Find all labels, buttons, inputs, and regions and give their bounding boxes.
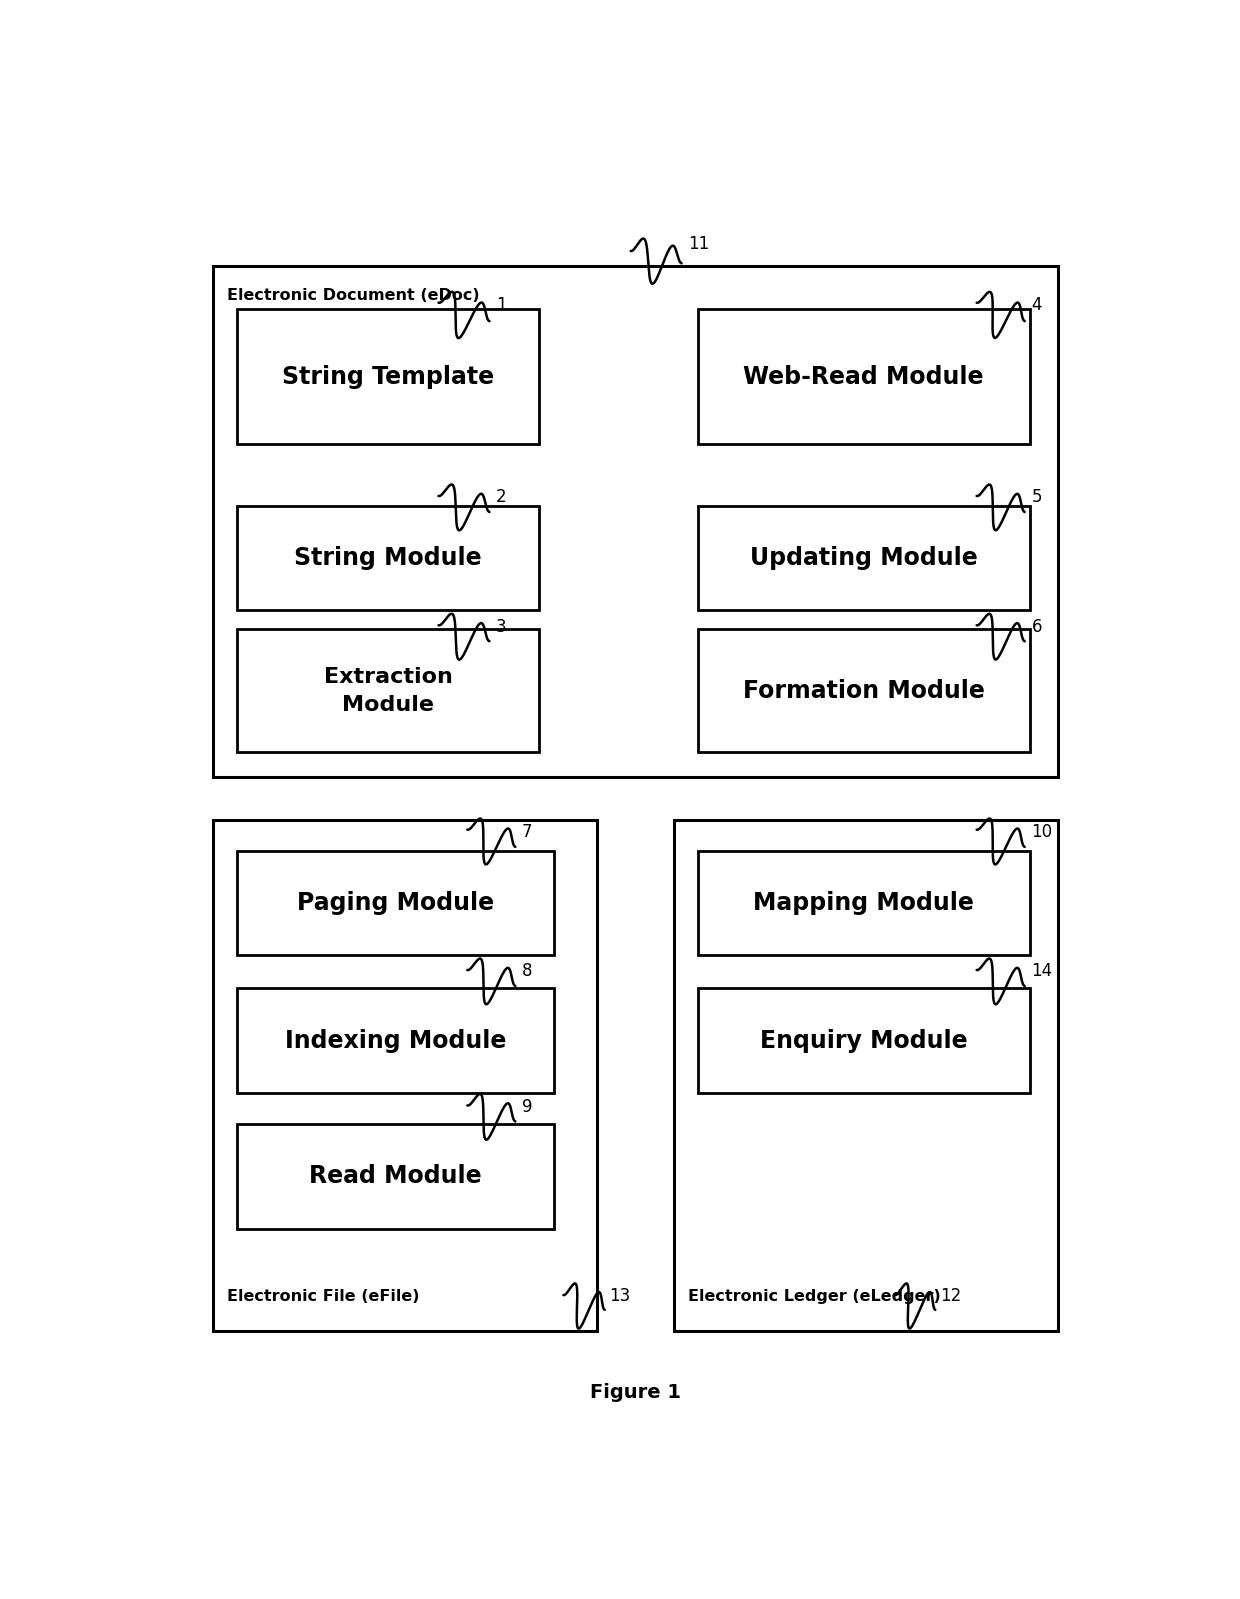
Text: Electronic Ledger (eLedger): Electronic Ledger (eLedger) bbox=[688, 1289, 941, 1303]
Text: Indexing Module: Indexing Module bbox=[284, 1028, 506, 1052]
Text: 2: 2 bbox=[496, 488, 507, 507]
Text: Enquiry Module: Enquiry Module bbox=[760, 1028, 967, 1052]
Text: Electronic Document (eDoc): Electronic Document (eDoc) bbox=[227, 288, 480, 302]
Bar bbox=[237, 988, 554, 1094]
Text: Paging Module: Paging Module bbox=[296, 891, 494, 915]
Bar bbox=[698, 851, 1029, 955]
Text: 3: 3 bbox=[496, 617, 507, 635]
Bar bbox=[698, 628, 1029, 752]
Text: Read Module: Read Module bbox=[309, 1164, 481, 1188]
Bar bbox=[237, 1124, 554, 1228]
Bar bbox=[237, 505, 539, 611]
Bar bbox=[237, 309, 539, 445]
Text: Figure 1: Figure 1 bbox=[590, 1383, 681, 1402]
Text: 8: 8 bbox=[522, 963, 533, 980]
Text: 9: 9 bbox=[522, 1097, 533, 1116]
Text: Extraction
Module: Extraction Module bbox=[324, 667, 453, 715]
Bar bbox=[237, 851, 554, 955]
Text: 1: 1 bbox=[496, 296, 507, 313]
Text: Mapping Module: Mapping Module bbox=[753, 891, 975, 915]
Bar bbox=[675, 820, 1059, 1330]
Bar bbox=[213, 265, 1058, 777]
Text: 10: 10 bbox=[1032, 823, 1053, 841]
Bar bbox=[237, 628, 539, 752]
Bar bbox=[213, 820, 598, 1330]
Text: 7: 7 bbox=[522, 823, 533, 841]
Text: 6: 6 bbox=[1032, 617, 1042, 635]
Text: 13: 13 bbox=[610, 1287, 631, 1305]
Bar bbox=[698, 309, 1029, 445]
Text: Formation Module: Formation Module bbox=[743, 678, 985, 702]
Bar bbox=[698, 988, 1029, 1094]
Text: Updating Module: Updating Module bbox=[750, 547, 977, 571]
Text: 4: 4 bbox=[1032, 296, 1042, 313]
Text: Web-Read Module: Web-Read Module bbox=[744, 365, 985, 389]
Text: 11: 11 bbox=[688, 235, 709, 253]
Text: 14: 14 bbox=[1032, 963, 1053, 980]
Text: Electronic File (eFile): Electronic File (eFile) bbox=[227, 1289, 419, 1303]
Text: 5: 5 bbox=[1032, 488, 1042, 507]
Text: 12: 12 bbox=[940, 1287, 961, 1305]
Bar bbox=[698, 505, 1029, 611]
Text: String Template: String Template bbox=[281, 365, 494, 389]
Text: String Module: String Module bbox=[294, 547, 482, 571]
